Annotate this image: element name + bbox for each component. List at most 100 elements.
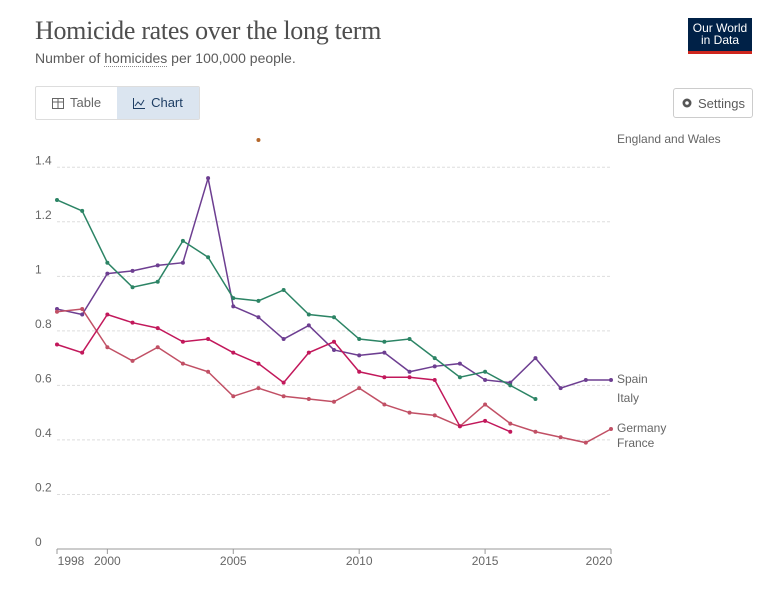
data-point — [105, 271, 110, 276]
data-point — [130, 285, 135, 290]
data-point — [281, 337, 286, 342]
logo[interactable]: Our World in Data — [688, 18, 752, 54]
data-point — [130, 320, 135, 325]
data-point — [432, 364, 437, 369]
data-point — [382, 350, 387, 355]
data-point — [231, 350, 236, 355]
data-point — [281, 287, 286, 292]
data-point — [281, 394, 286, 399]
x-tick-label: 2020 — [586, 554, 613, 568]
y-tick-label: 0.4 — [35, 426, 52, 440]
x-tick-label: 2015 — [472, 554, 499, 568]
data-point — [155, 263, 160, 268]
data-point — [180, 238, 185, 243]
y-tick-label: 0.6 — [35, 372, 52, 386]
data-point — [180, 339, 185, 344]
data-point — [332, 347, 336, 352]
data-point — [483, 369, 488, 374]
table-tab[interactable]: Table — [36, 87, 117, 119]
settings-button[interactable]: Settings — [673, 88, 753, 118]
data-point — [55, 309, 59, 314]
data-point — [80, 350, 85, 355]
data-point — [357, 353, 362, 358]
data-point — [105, 345, 110, 350]
data-point — [105, 312, 110, 317]
data-point — [206, 337, 211, 342]
series-line — [56, 308, 612, 444]
data-point — [231, 296, 236, 301]
data-point — [206, 255, 211, 260]
chart-tab[interactable]: Chart — [117, 87, 199, 119]
subtitle: Number of homicides per 100,000 people. — [35, 50, 296, 67]
y-tick-label: 1.4 — [35, 153, 52, 167]
data-point — [206, 176, 211, 181]
data-point — [130, 358, 135, 363]
table-icon — [52, 97, 64, 109]
data-point — [533, 356, 538, 361]
data-point — [558, 386, 563, 391]
data-point — [306, 397, 311, 402]
data-point — [357, 369, 362, 374]
data-point — [256, 298, 261, 303]
data-point — [483, 402, 488, 407]
data-point — [583, 377, 588, 382]
data-point — [105, 260, 110, 265]
data-point — [55, 197, 59, 202]
x-tick-label: 1998 — [58, 554, 85, 568]
data-point — [558, 435, 563, 440]
data-point — [155, 279, 160, 284]
legend-label: France — [617, 436, 655, 450]
data-point — [382, 339, 387, 344]
legend-label: Spain — [617, 372, 648, 386]
title: Homicide rates over the long term — [35, 16, 382, 45]
data-point — [357, 337, 362, 342]
data-point — [256, 361, 261, 366]
data-point — [306, 350, 311, 355]
data-point — [609, 377, 613, 382]
data-point — [80, 208, 85, 213]
y-tick-label: 0.2 — [35, 481, 52, 495]
data-point — [206, 369, 211, 374]
tab-label: Chart — [151, 95, 183, 110]
subtitle-link[interactable]: homicides — [104, 50, 168, 67]
data-point — [306, 312, 311, 317]
data-point — [432, 377, 437, 382]
legend-label: Germany — [617, 421, 666, 435]
legend-label: England and Wales — [617, 132, 721, 146]
data-point — [432, 413, 437, 418]
subtitle-text: per 100,000 people. — [171, 50, 296, 66]
logo-line: in Data — [700, 33, 740, 47]
settings-label: Settings — [698, 95, 745, 111]
series-line — [56, 313, 511, 433]
tab-label: Table — [70, 95, 102, 110]
data-point — [55, 342, 59, 347]
data-point — [332, 315, 336, 320]
data-point — [508, 429, 513, 434]
data-point — [533, 429, 538, 434]
data-point — [407, 337, 412, 342]
data-point — [155, 345, 160, 350]
data-point — [483, 418, 488, 423]
data-point — [457, 424, 462, 429]
data-point — [382, 402, 387, 407]
series-line — [56, 199, 536, 400]
x-tick-label: 2005 — [220, 554, 247, 568]
data-point — [306, 323, 311, 328]
data-point — [432, 356, 437, 361]
logo-line: Our World — [692, 21, 748, 35]
x-tick-label: 2000 — [94, 554, 121, 568]
data-point — [609, 427, 613, 432]
data-point — [180, 260, 185, 265]
data-point — [533, 397, 538, 402]
data-point — [457, 375, 462, 380]
data-point — [407, 375, 412, 380]
data-point — [583, 440, 588, 445]
subtitle-text: Number of — [35, 50, 101, 66]
data-point — [508, 421, 513, 426]
data-point — [130, 268, 135, 273]
data-point — [155, 326, 160, 331]
y-tick-label: 0.8 — [35, 317, 52, 331]
data-point — [357, 386, 362, 391]
